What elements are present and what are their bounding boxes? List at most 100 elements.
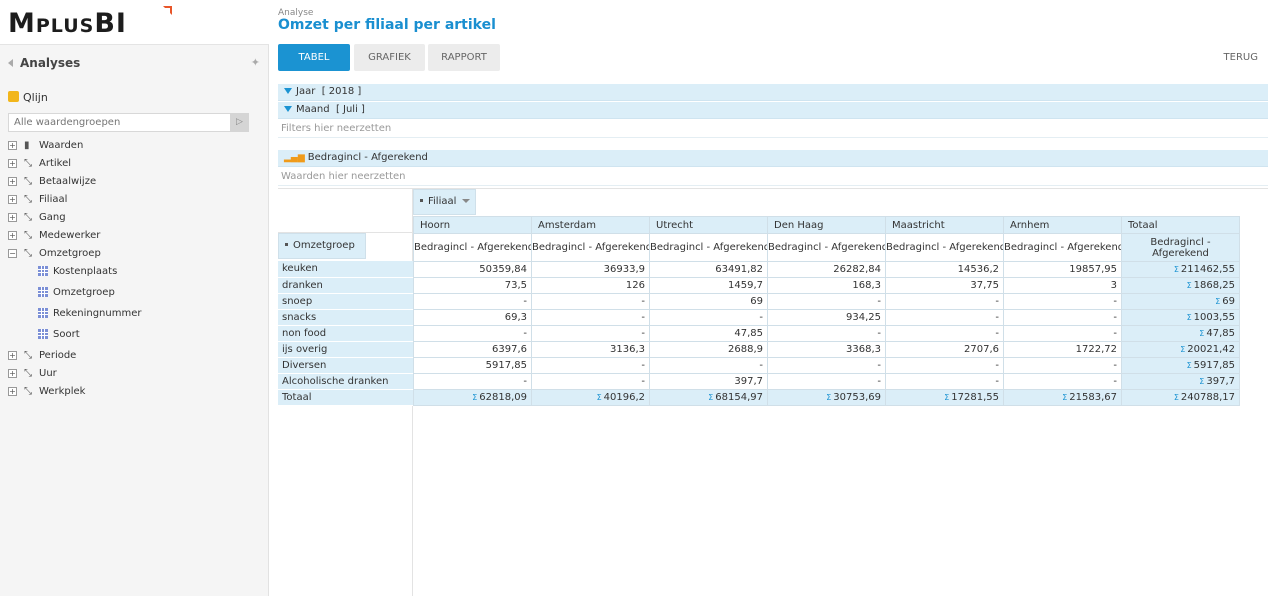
tree-item-werkplek[interactable]: + ⤡ Werkplek xyxy=(8,385,263,403)
row-label[interactable]: non food xyxy=(278,325,413,342)
total-value: 30753,69 xyxy=(833,392,881,403)
expand-icon[interactable]: + xyxy=(8,159,17,168)
tree-item-gang[interactable]: + ⤡ Gang xyxy=(8,211,263,229)
data-cell: - xyxy=(885,309,1004,326)
value-field[interactable]: ▂▄▆ Bedragincl - Afgerekend xyxy=(278,150,1268,167)
sigma-icon: Σ xyxy=(1186,281,1192,290)
data-cell: - xyxy=(531,293,650,310)
expand-icon[interactable]: + xyxy=(8,231,17,240)
cube-selector[interactable]: Qlijn xyxy=(8,91,48,104)
sigma-icon: Σ xyxy=(944,393,950,402)
row-label[interactable]: ijs overig xyxy=(278,341,413,358)
row-header: Alcoholische dranken xyxy=(278,373,413,390)
bar-chart-icon: ▮ xyxy=(24,140,30,151)
row-header: snacks xyxy=(278,309,413,326)
column-header[interactable]: Totaal xyxy=(1121,216,1240,234)
expand-icon[interactable]: + xyxy=(8,141,17,150)
expand-icon[interactable]: + xyxy=(8,369,17,378)
data-cell: - xyxy=(767,325,886,342)
data-cell: 47,85 xyxy=(649,325,768,342)
column-header[interactable]: Maastricht xyxy=(885,216,1004,234)
tree-subitem-label: Soort xyxy=(53,329,80,340)
data-cell: 2707,6 xyxy=(885,341,1004,358)
data-cell: 14536,2 xyxy=(885,261,1004,278)
filter-jaar[interactable]: Jaar [ 2018 ] xyxy=(278,84,1268,101)
tab-rapport[interactable]: RAPPORT xyxy=(428,44,500,71)
row-header-total: Totaal xyxy=(278,389,413,406)
tree-item-uur[interactable]: + ⤡ Uur xyxy=(8,367,263,385)
data-cell: 3136,3 xyxy=(531,341,650,358)
data-cell: - xyxy=(885,357,1004,374)
data-cell: - xyxy=(413,293,532,310)
sigma-icon: Σ xyxy=(1186,361,1192,370)
tree-subitem-omzetgroep[interactable]: Omzetgroep xyxy=(8,286,263,307)
tree-subitem-rekeningnummer[interactable]: Rekeningnummer xyxy=(8,307,263,328)
value-drop-zone[interactable]: Waarden hier neerzetten xyxy=(278,168,1268,186)
row-label[interactable]: snoep xyxy=(278,293,413,310)
data-cell: - xyxy=(531,357,650,374)
sigma-icon: Σ xyxy=(1062,393,1068,402)
expand-icon[interactable]: + xyxy=(8,213,17,222)
row-label[interactable]: keuken xyxy=(278,261,413,278)
sigma-icon: Σ xyxy=(1199,377,1205,386)
row-label[interactable]: Alcoholische dranken xyxy=(278,373,413,390)
back-button[interactable]: TERUG xyxy=(1223,52,1258,63)
row-label[interactable]: Diversen xyxy=(278,357,413,374)
sigma-icon: Σ xyxy=(826,393,832,402)
total-cell: Σ 397,7 xyxy=(1121,373,1240,390)
column-field-area: Filiaal xyxy=(413,188,1268,216)
tree-item-medewerker[interactable]: + ⤡ Medewerker xyxy=(8,229,263,247)
tree-subitem-kostenplaats[interactable]: Kostenplaats xyxy=(8,265,263,286)
data-cell: 37,75 xyxy=(885,277,1004,294)
total-value: 21583,67 xyxy=(1069,392,1117,403)
level-grid-icon xyxy=(38,266,48,276)
expand-icon[interactable]: + xyxy=(8,195,17,204)
collapse-sidebar-icon[interactable] xyxy=(8,59,13,67)
tree-item-periode[interactable]: + ⤡ Periode xyxy=(8,349,263,367)
data-cell: 36933,9 xyxy=(531,261,650,278)
data-cell: - xyxy=(767,357,886,374)
column-header[interactable]: Utrecht xyxy=(649,216,768,234)
sigma-icon: Σ xyxy=(596,393,602,402)
total-value: 20021,42 xyxy=(1187,344,1235,355)
data-cell: - xyxy=(885,293,1004,310)
row-label[interactable]: dranken xyxy=(278,277,413,294)
data-cell: - xyxy=(413,325,532,342)
filter-drop-zone[interactable]: Filters hier neerzetten xyxy=(278,120,1268,138)
value-group-search-input[interactable] xyxy=(8,113,249,132)
collapse-icon[interactable]: − xyxy=(8,249,17,258)
row-field-chip[interactable]: Omzetgroep xyxy=(278,233,366,271)
pin-icon[interactable]: ✦ xyxy=(250,56,260,69)
tab-tabel[interactable]: TABEL xyxy=(278,44,350,71)
chevron-down-icon[interactable] xyxy=(462,199,471,203)
total-cell: Σ 69 xyxy=(1121,293,1240,310)
expand-icon[interactable]: + xyxy=(8,351,17,360)
column-field-chip[interactable]: Filiaal xyxy=(413,189,476,215)
data-cell: 26282,84 xyxy=(767,261,886,278)
tree-item-waarden[interactable]: + ▮ Waarden xyxy=(8,139,263,157)
tree-subitem-soort[interactable]: Soort xyxy=(8,328,263,349)
column-header[interactable]: Den Haag xyxy=(767,216,886,234)
column-header[interactable]: Amsterdam xyxy=(531,216,650,234)
hierarchy-icon: ⤡ xyxy=(24,230,32,241)
search-go-icon[interactable]: ▷ xyxy=(230,113,249,132)
cube-label: Qlijn xyxy=(23,91,48,104)
tree-item-omzetgroep[interactable]: − ⤡ Omzetgroep xyxy=(8,247,263,265)
column-header[interactable]: Hoorn xyxy=(413,216,532,234)
expand-icon[interactable]: + xyxy=(8,177,17,186)
data-cell: 126 xyxy=(531,277,650,294)
tree-item-label: Medewerker xyxy=(39,230,101,241)
tab-grafiek[interactable]: GRAFIEK xyxy=(354,44,425,71)
column-header[interactable]: Arnhem xyxy=(1003,216,1122,234)
data-row: 69,3- -934,25- - Σ 1003,55 xyxy=(413,309,1240,326)
filter-maand[interactable]: Maand [ Juli ] xyxy=(278,102,1268,119)
data-cell: 1722,72 xyxy=(1003,341,1122,358)
row-header: keuken xyxy=(278,261,413,278)
row-label[interactable]: snacks xyxy=(278,309,413,326)
expand-icon[interactable]: + xyxy=(8,387,17,396)
tree-item-betaalwijze[interactable]: + ⤡ Betaalwijze xyxy=(8,175,263,193)
tree-item-filiaal[interactable]: + ⤡ Filiaal xyxy=(8,193,263,211)
data-cell: 63491,82 xyxy=(649,261,768,278)
data-cell: - xyxy=(649,357,768,374)
tree-item-artikel[interactable]: + ⤡ Artikel xyxy=(8,157,263,175)
